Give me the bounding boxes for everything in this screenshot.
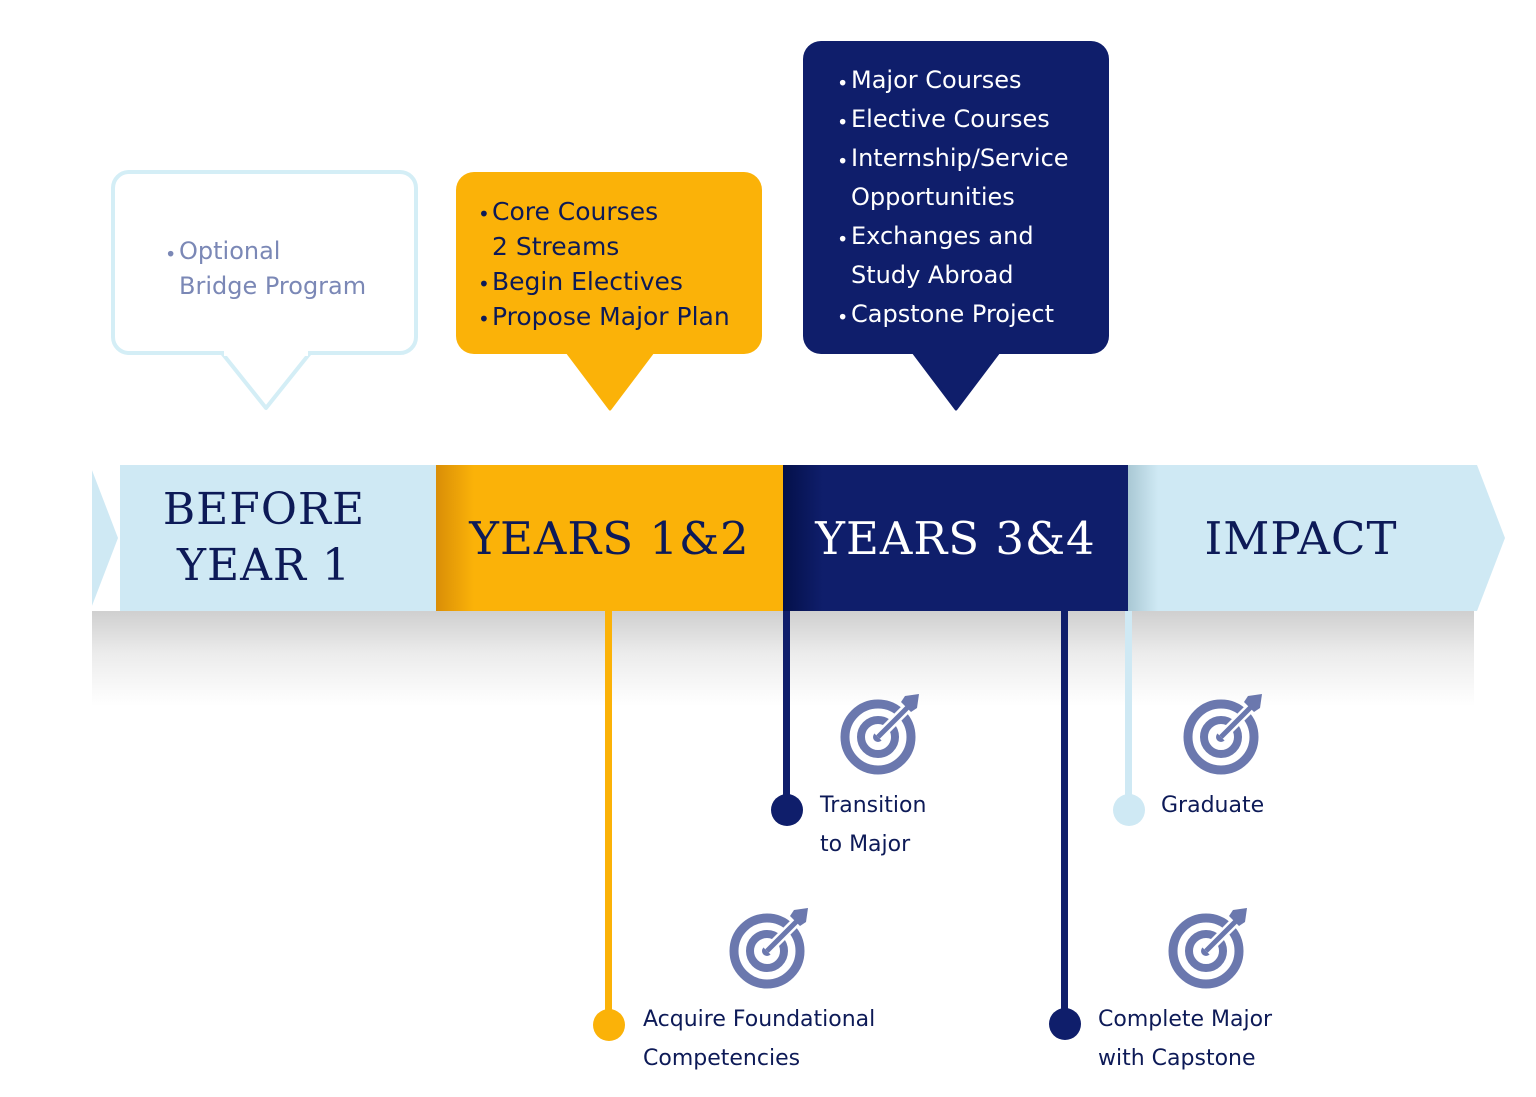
milestone-dot [1049, 1008, 1081, 1040]
callout-item: Elective Courses [837, 100, 1109, 142]
target-icon [729, 908, 808, 989]
milestone-dot [1113, 794, 1145, 826]
milestone-dot [771, 794, 803, 826]
callout-before-year-1: Optional Bridge Program [111, 170, 418, 355]
callout-pointer [220, 350, 312, 410]
callout-item: Capstone Project [837, 295, 1109, 337]
milestone-stem [783, 611, 790, 811]
callout-years-1-2: Core Courses 2 Streams Begin Electives P… [456, 172, 762, 354]
callout-item: Major Courses [837, 61, 1109, 103]
milestone-graduate-label: Graduate [1161, 793, 1265, 818]
milestone-stem [1125, 611, 1132, 811]
callout-item: Internship/Service Opportunities [837, 139, 1109, 217]
milestone-dot [593, 1009, 625, 1041]
segment-label: YEARS 1&2 [469, 511, 750, 565]
segment-label: YEARS 3&4 [815, 511, 1096, 565]
segment-impact: IMPACT [1128, 465, 1474, 611]
callout-item: Propose Major Plan [478, 299, 762, 337]
callout-item: Begin Electives [478, 264, 762, 302]
milestone-stem [605, 611, 612, 1025]
callout-list: Core Courses 2 Streams Begin Electives P… [478, 194, 762, 337]
callout-years-3-4: Major Courses Elective Courses Internshi… [803, 41, 1109, 354]
callout-list: Optional Bridge Program [165, 234, 414, 304]
milestone-complete-label: Complete Major with Capstone [1098, 1007, 1273, 1071]
segment-years-1-2: YEARS 1&2 [436, 465, 783, 611]
target-icon [1168, 908, 1247, 989]
segment-before-year-1: BEFORE YEAR 1 [92, 465, 436, 611]
callout-pointer [565, 352, 655, 411]
segment-label: IMPACT [1204, 511, 1398, 565]
milestone-stem [1061, 611, 1068, 1025]
target-icon [1183, 694, 1262, 775]
callout-item: Core Courses 2 Streams [478, 194, 762, 264]
segment-years-3-4: YEARS 3&4 [783, 465, 1128, 611]
callout-item: Exchanges and Study Abroad [837, 217, 1109, 295]
target-icon [840, 694, 919, 775]
milestone-transition-label: Transition to Major [820, 793, 927, 857]
arrow-head [1473, 465, 1505, 611]
callout-pointer [911, 352, 1001, 411]
callout-list: Major Courses Elective Courses Internshi… [837, 61, 1109, 337]
arrow-notch [90, 465, 120, 611]
callout-item: Optional Bridge Program [165, 234, 414, 304]
segment-label: BEFORE YEAR 1 [162, 484, 366, 591]
milestone-acquire-label: Acquire Foundational Competencies [643, 1007, 876, 1071]
